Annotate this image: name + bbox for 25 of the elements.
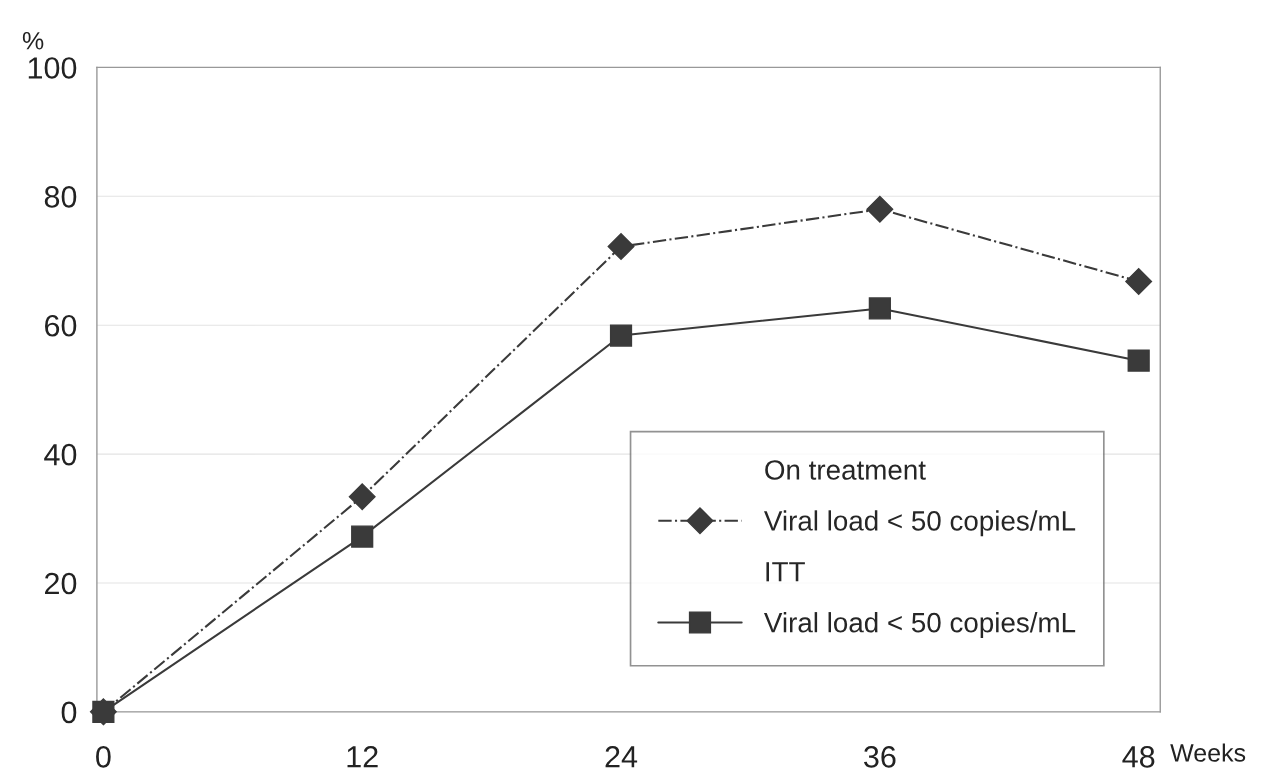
y-tick-label: 20 — [45, 572, 77, 595]
x-tick-label: 36 — [864, 746, 896, 768]
x-tick-label: 12 — [347, 746, 378, 768]
annotation: On treatment — [765, 460, 926, 480]
y-tick-label: 40 — [44, 443, 77, 466]
x-axis-title: Weeks — [1170, 743, 1246, 762]
point — [868, 297, 891, 320]
point — [348, 483, 376, 511]
point — [607, 233, 635, 261]
y-tick-label: 0 — [61, 701, 77, 724]
annotation: ITT — [766, 562, 805, 582]
x-tick-label: 48 — [1122, 746, 1155, 768]
legend-label: Viral load < 50 copies/mL — [764, 510, 1076, 537]
point — [609, 324, 633, 347]
legend-label: Viral load < 50 copies/mL — [764, 612, 1076, 638]
point — [866, 195, 894, 223]
point — [1125, 267, 1153, 295]
point — [351, 525, 374, 548]
x-tick-label: 24 — [605, 746, 638, 768]
y-axis-title: % — [22, 32, 44, 50]
y-tick-label: 80 — [44, 186, 77, 208]
y-tick-label: 100 — [28, 57, 77, 79]
x-tick-label: 0 — [96, 746, 111, 768]
point — [1127, 349, 1150, 372]
y-tick-label: 60 — [45, 314, 77, 337]
